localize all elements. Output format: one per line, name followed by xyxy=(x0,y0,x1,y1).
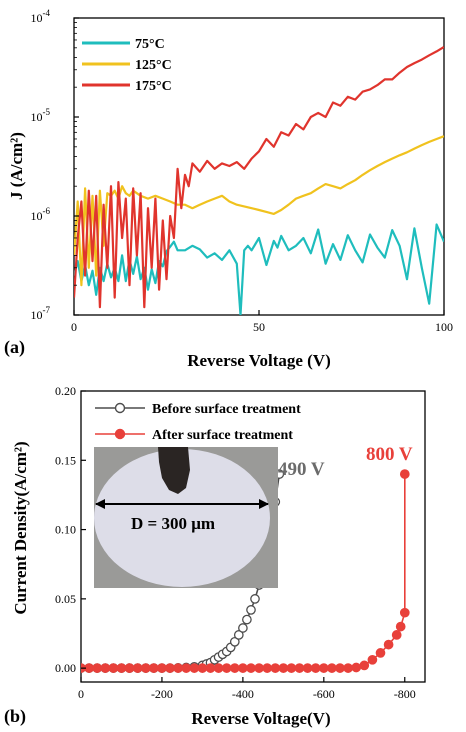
annotation-490v: 490 V xyxy=(278,459,325,480)
panel-b-point-1 xyxy=(84,663,94,673)
panel-b-point-1 xyxy=(302,663,313,673)
panel-b-xlabel: Reverse Voltage(V) xyxy=(191,709,330,728)
panel-b-point-1 xyxy=(148,663,159,673)
panel-a-legend-label: 175°C xyxy=(135,79,172,94)
panel-b-point-1 xyxy=(294,663,305,673)
panel-b-legend-label: After surface treatment xyxy=(152,428,293,443)
panel-a-legend-label: 125°C xyxy=(135,58,172,73)
panel-b-xtick-label: -800 xyxy=(394,687,416,701)
panel-b-legend-label: Before surface treatment xyxy=(152,402,301,417)
panel-b-point-1 xyxy=(351,662,362,673)
panel-b-legend: Before surface treatment After surface tr… xyxy=(95,402,301,443)
panel-b-point-0 xyxy=(246,605,256,615)
panel-b-point-1 xyxy=(367,654,378,665)
panel-b-point-1 xyxy=(140,663,151,673)
panel-b-point-1 xyxy=(399,469,410,479)
panel-b-ytick-label: 0.15 xyxy=(55,453,76,467)
panel-b-point-1 xyxy=(157,663,167,673)
panel-b-point-1 xyxy=(246,663,256,673)
panel-b-point-1 xyxy=(391,630,402,640)
panel-b-label: (b) xyxy=(4,706,26,727)
panel-b-point-1 xyxy=(205,663,216,673)
panel-b-xtick-label: -400 xyxy=(232,687,254,701)
panel-b-point-1 xyxy=(124,663,135,673)
panel-b-point-1 xyxy=(310,663,321,673)
panel-b-point-1 xyxy=(278,663,289,673)
panel-b-chart: 0.00 0.05 0.10 0.15 0.20 0 -200 -400 -600 -800 C… xyxy=(4,384,426,728)
panel-b-point-0 xyxy=(242,614,252,625)
panel-b-point-1 xyxy=(165,663,175,673)
panel-a-ytick-label: 10-7 xyxy=(31,305,51,322)
panel-a-chart: 10-7 10-6 10-5 10-4 0 50 100 J (A/cm²) Revers… xyxy=(4,8,453,370)
panel-b-point-1 xyxy=(108,663,119,673)
panel-a-legend: 75°C 125°C 175°C xyxy=(82,37,172,94)
panel-a-ytick-label: 10-4 xyxy=(31,8,51,25)
panel-b-point-1 xyxy=(132,663,143,673)
panel-b-point-1 xyxy=(359,660,370,671)
inset-diameter-label: D = 300 μm xyxy=(131,514,215,533)
annotation-800v: 800 V xyxy=(366,444,413,465)
panel-b-legend-marker xyxy=(114,402,126,414)
panel-b-legend-marker xyxy=(114,428,126,440)
inset-photo: D = 300 μm xyxy=(94,447,278,588)
panel-b-plot-frame xyxy=(80,390,426,683)
panel-b-point-1 xyxy=(116,663,127,673)
panel-b-point-1 xyxy=(262,663,273,673)
panel-a-legend-label: 75°C xyxy=(135,37,165,52)
panel-b-xtick-label: -200 xyxy=(151,687,173,701)
panel-b-point-1 xyxy=(254,663,264,673)
panel-a-xtick-label: 100 xyxy=(435,320,453,334)
panel-b-point-1 xyxy=(92,663,103,673)
panel-b-ytick-label: 0.00 xyxy=(55,661,76,675)
panel-b-ytick-label: 0.20 xyxy=(55,384,76,398)
panel-b-point-1 xyxy=(181,663,192,673)
panel-b-point-0 xyxy=(233,630,244,640)
panel-b-point-1 xyxy=(286,663,297,673)
inset-probe-tip xyxy=(158,447,190,494)
panel-b-xtick-label: -600 xyxy=(313,687,335,701)
panel-a-ytick-label: 10-5 xyxy=(31,107,51,124)
panel-b-point-1 xyxy=(343,663,353,673)
panel-b-point-1 xyxy=(197,663,208,673)
panel-b-point-1 xyxy=(221,663,232,673)
panel-b-point-1 xyxy=(270,663,281,673)
panel-b-point-1 xyxy=(395,621,406,632)
panel-b-point-1 xyxy=(238,663,248,673)
panel-b-point-1 xyxy=(173,663,183,673)
panel-b-point-0 xyxy=(238,623,248,633)
panel-a-ylabel: J (A/cm²) xyxy=(7,132,26,200)
panel-b-point-1 xyxy=(383,639,394,650)
panel-a-series-line-2 xyxy=(74,46,444,309)
panel-b-point-1 xyxy=(399,607,410,618)
panel-b-point-0 xyxy=(250,594,260,604)
panel-a-xtick-label: 0 xyxy=(71,320,77,334)
panel-a-label: (a) xyxy=(4,337,25,358)
panel-b-point-1 xyxy=(229,663,240,673)
panel-b-ylabel: Current Density(A/cm²) xyxy=(11,441,30,614)
panel-a-xtick-label: 50 xyxy=(253,320,265,334)
panel-b-ytick-label: 0.10 xyxy=(55,523,76,537)
panel-b-point-1 xyxy=(213,663,224,673)
panel-b-point-1 xyxy=(327,663,337,673)
panel-b-point-1 xyxy=(375,648,386,658)
panel-b-point-1 xyxy=(335,663,345,673)
panel-a-xlabel: Reverse Voltage (V) xyxy=(187,351,331,370)
inset-electrode-disk xyxy=(94,449,270,587)
panel-b-ytick-label: 0.05 xyxy=(55,592,76,606)
panel-a-ytick-label: 10-6 xyxy=(31,206,51,223)
panel-b-point-1 xyxy=(100,663,111,673)
panel-b-point-1 xyxy=(318,663,329,673)
panel-b-point-1 xyxy=(189,663,200,673)
panel-b-xtick-label: 0 xyxy=(78,687,84,701)
